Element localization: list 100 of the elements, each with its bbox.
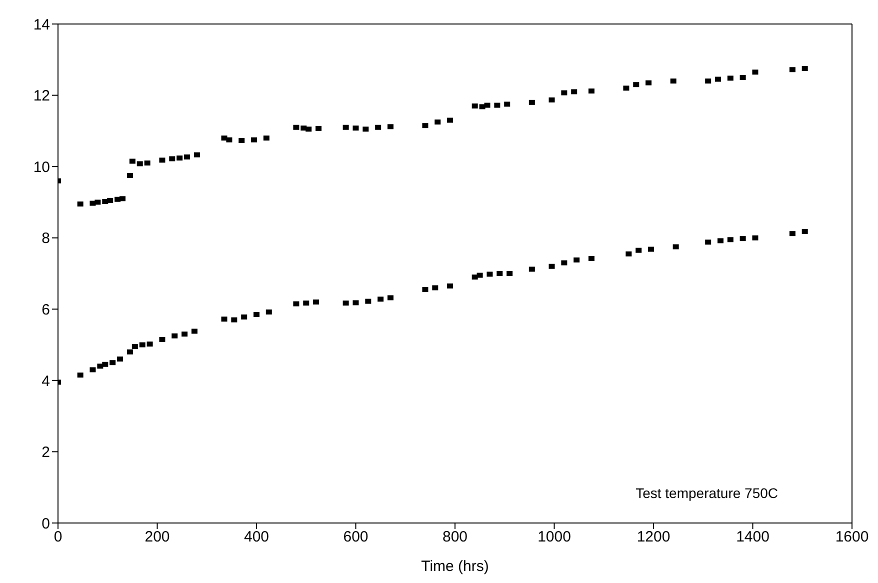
point: [484, 102, 490, 108]
point: [802, 228, 808, 234]
point: [316, 126, 322, 131]
y-tick-label: 8: [42, 230, 50, 248]
point: [422, 123, 428, 128]
point: [636, 248, 642, 253]
point: [365, 298, 372, 304]
point: [375, 124, 382, 130]
point: [588, 88, 594, 94]
point: [717, 238, 724, 244]
point: [705, 240, 712, 245]
y-tick-label: 10: [33, 158, 50, 176]
point: [432, 285, 438, 290]
point: [740, 74, 746, 80]
point: [588, 256, 594, 262]
point: [378, 296, 384, 302]
x-tick-label: 400: [244, 528, 270, 546]
point: [623, 86, 630, 91]
point: [221, 136, 228, 141]
point: [77, 372, 84, 378]
x-tick-label: 200: [144, 528, 170, 546]
point: [129, 158, 136, 164]
point: [670, 78, 676, 84]
point: [226, 137, 232, 142]
point: [548, 97, 555, 102]
point: [132, 344, 138, 350]
point: [633, 82, 640, 88]
point: [648, 246, 654, 252]
point: [172, 333, 178, 338]
point: [715, 76, 722, 82]
point: [802, 66, 808, 72]
point: [561, 90, 568, 96]
point: [126, 349, 133, 354]
point: [194, 152, 200, 158]
point: [94, 200, 101, 205]
point: [293, 301, 300, 306]
point: [740, 236, 746, 242]
x-tick-label: 800: [442, 528, 468, 546]
y-tick-label: 6: [42, 301, 50, 318]
y-tick-label: 2: [42, 444, 50, 462]
point: [705, 78, 712, 84]
point: [496, 271, 503, 276]
point: [362, 126, 369, 132]
point: [342, 300, 349, 306]
point: [422, 287, 428, 292]
point: [476, 272, 483, 278]
point: [672, 244, 679, 250]
point: [238, 138, 245, 144]
point: [293, 124, 300, 130]
point: [494, 102, 500, 108]
point: [789, 231, 796, 236]
point: [159, 158, 166, 163]
y-tick-label: 4: [42, 372, 50, 390]
point: [752, 235, 758, 240]
point: [144, 160, 150, 166]
point: [342, 124, 349, 130]
point: [303, 300, 310, 306]
point: [146, 342, 153, 347]
point: [182, 332, 188, 337]
point: [90, 367, 96, 372]
x-tick-label: 1000: [538, 528, 571, 546]
point: [752, 70, 758, 75]
point: [102, 362, 108, 367]
x-tick-label: 1200: [636, 528, 670, 546]
point: [110, 360, 116, 366]
point: [528, 100, 535, 105]
point: [646, 80, 652, 86]
point: [176, 156, 183, 161]
point: [727, 237, 734, 242]
point: [571, 89, 578, 94]
point: [528, 266, 535, 272]
point: [263, 136, 270, 141]
point: [251, 137, 258, 142]
point: [107, 198, 114, 203]
point: [506, 271, 513, 276]
x-tick-label: 0: [54, 528, 62, 546]
point: [447, 283, 454, 288]
point: [387, 295, 394, 300]
point: [117, 356, 124, 362]
point: [126, 172, 133, 178]
point: [447, 118, 454, 123]
point: [120, 196, 126, 202]
point: [169, 156, 176, 162]
point: [139, 342, 146, 348]
point: [241, 314, 248, 320]
x-tick-label: 1600: [835, 528, 869, 546]
y-tick-label: 14: [33, 16, 50, 34]
point: [136, 161, 143, 166]
point: [231, 317, 238, 322]
point: [352, 126, 359, 131]
point: [77, 201, 84, 206]
point: [184, 154, 190, 160]
point: [159, 336, 166, 342]
point: [254, 312, 260, 317]
point: [548, 264, 555, 269]
point: [789, 67, 796, 72]
y-tick-label: 12: [33, 88, 50, 105]
point: [306, 126, 312, 132]
x-tick-label: 600: [343, 528, 368, 546]
point: [434, 120, 441, 125]
